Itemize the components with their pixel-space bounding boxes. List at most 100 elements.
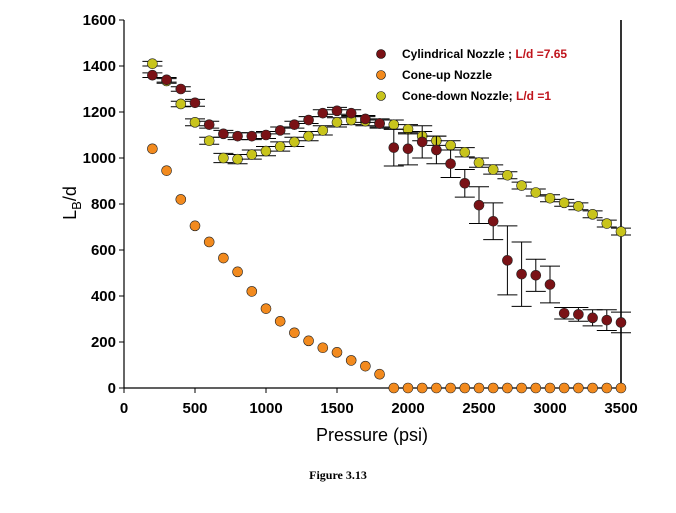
x-tick-label: 2000 xyxy=(391,400,424,417)
data-point-cone-down xyxy=(459,146,471,158)
data-point-cylindrical xyxy=(416,136,428,148)
y-tick-label: 1600 xyxy=(83,12,116,29)
data-point-cone-down xyxy=(445,140,456,151)
legend-label-cylindrical: Cylindrical Nozzle ; xyxy=(402,47,515,61)
y-tick-label: 400 xyxy=(91,288,116,305)
data-point-cylindrical xyxy=(175,83,187,95)
legend-marker-cylindrical xyxy=(376,49,386,59)
y-axis-title: LB/d xyxy=(60,186,84,220)
data-point-cone-up xyxy=(530,382,542,394)
data-point-cylindrical xyxy=(544,279,556,290)
data-point-cone-down xyxy=(502,169,513,181)
data-point-cone-up xyxy=(544,382,556,394)
data-point-cone-down xyxy=(587,209,598,220)
data-point-cone-up xyxy=(147,143,158,155)
y-tick-label: 1200 xyxy=(83,104,116,121)
data-point-cone-up xyxy=(331,347,343,358)
data-point-cone-up xyxy=(402,382,414,394)
x-tick-label: 1500 xyxy=(320,400,353,417)
x-tick-label: 3000 xyxy=(533,400,566,417)
data-point-cone-up xyxy=(587,382,598,394)
data-point-cone-down xyxy=(260,145,272,157)
data-point-cylindrical xyxy=(331,105,343,117)
data-point-cone-up xyxy=(516,382,527,394)
data-point-cone-up xyxy=(601,382,613,394)
data-point-cylindrical xyxy=(317,107,329,119)
series-cone-up xyxy=(147,143,627,394)
data-point-cylindrical xyxy=(260,129,272,141)
legend: Cylindrical Nozzle ; L/d =7.65 Cone-up N… xyxy=(376,47,567,103)
data-point-cylindrical xyxy=(189,97,201,109)
y-tick-label: 1400 xyxy=(83,58,116,75)
data-point-cone-up xyxy=(175,194,187,205)
data-point-cylindrical xyxy=(360,113,371,125)
x-axis-title: Pressure (psi) xyxy=(316,425,428,445)
figure-caption: Figure 3.13 xyxy=(309,468,367,482)
y-tick-label: 0 xyxy=(108,380,116,397)
data-point-cylindrical xyxy=(374,118,385,129)
data-point-cone-up xyxy=(573,382,584,394)
svg-text:Cone-up Nozzle: Cone-up Nozzle xyxy=(402,68,492,82)
data-point-cylindrical xyxy=(516,268,527,280)
data-point-cone-up xyxy=(232,266,243,278)
x-tick-label: 1000 xyxy=(249,400,282,417)
legend-marker-cone-up xyxy=(376,70,386,80)
svg-text:Cylindrical Nozzle ; L/d =7.65: Cylindrical Nozzle ; L/d =7.65 xyxy=(402,47,567,61)
data-point-cone-up xyxy=(360,360,371,372)
data-point-cylindrical xyxy=(161,74,172,86)
legend-accent-cylindrical: L/d =7.65 xyxy=(515,47,567,61)
data-point-cylindrical xyxy=(530,269,542,281)
data-point-cylindrical xyxy=(573,309,584,320)
data-point-cone-down xyxy=(573,201,584,212)
data-point-cone-down xyxy=(175,98,187,110)
data-point-cylindrical xyxy=(502,255,513,266)
data-point-cone-up xyxy=(345,355,357,366)
legend-accent-cone-down: L/d =1 xyxy=(516,89,551,103)
data-point-cylindrical xyxy=(274,125,286,136)
data-point-cone-up xyxy=(388,382,400,394)
data-point-cone-up xyxy=(459,382,471,394)
data-point-cylindrical xyxy=(203,119,215,130)
data-point-cone-down xyxy=(317,125,329,136)
legend-label-cone-up: Cone-up Nozzle xyxy=(402,68,492,82)
data-point-cylindrical xyxy=(445,158,456,170)
data-point-cylindrical xyxy=(232,130,243,142)
legend-item-cylindrical: Cylindrical Nozzle ; L/d =7.65 xyxy=(376,47,567,61)
data-marks xyxy=(142,58,631,394)
data-point-cone-down xyxy=(601,218,613,229)
data-point-cone-up xyxy=(416,382,428,394)
data-point-cylindrical xyxy=(147,69,158,81)
data-point-cone-up xyxy=(246,286,258,297)
data-point-cone-up xyxy=(558,382,570,394)
y-axis-title-sub: B xyxy=(69,201,84,210)
y-tick-label: 600 xyxy=(91,242,116,259)
data-point-cone-down xyxy=(530,187,542,198)
data-point-cone-down xyxy=(246,149,258,160)
y-axis-title-tail: /d xyxy=(60,186,80,201)
data-point-cone-down xyxy=(289,136,300,148)
data-point-cone-up xyxy=(473,382,485,394)
data-point-cone-down xyxy=(331,117,343,128)
data-point-cone-down xyxy=(615,226,627,237)
data-point-cone-up xyxy=(203,236,215,248)
data-point-cone-down xyxy=(558,197,570,209)
data-point-cone-down xyxy=(203,135,215,147)
x-tick-label: 2500 xyxy=(462,400,495,417)
data-point-cone-up xyxy=(161,165,172,176)
data-point-cone-down xyxy=(388,119,400,130)
data-point-cone-down xyxy=(487,164,499,175)
series-cone-down xyxy=(142,58,631,237)
data-point-cylindrical xyxy=(601,314,613,326)
data-point-cone-down xyxy=(232,153,243,165)
data-point-cone-up xyxy=(189,220,201,232)
data-point-cylindrical xyxy=(487,215,499,227)
svg-text:Cone-down Nozzle; L/d =1: Cone-down Nozzle; L/d =1 xyxy=(402,89,551,103)
data-point-cone-up xyxy=(260,303,272,314)
x-tick-label: 3500 xyxy=(604,400,637,417)
data-point-cone-up xyxy=(487,382,499,394)
data-point-cone-down xyxy=(473,157,485,168)
data-point-cone-down xyxy=(303,130,314,142)
data-point-cone-down xyxy=(544,192,556,204)
data-point-cone-down xyxy=(516,180,527,191)
